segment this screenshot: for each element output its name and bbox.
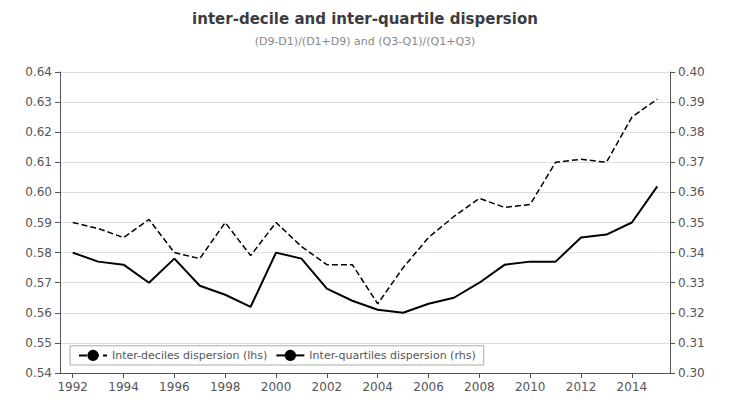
svg-text:0.55: 0.55 — [25, 336, 52, 350]
svg-text:0.33: 0.33 — [678, 276, 705, 290]
svg-text:1996: 1996 — [159, 380, 190, 394]
svg-text:0.31: 0.31 — [678, 336, 705, 350]
svg-text:0.34: 0.34 — [678, 246, 705, 260]
svg-text:0.60: 0.60 — [25, 185, 52, 199]
svg-text:0.62: 0.62 — [25, 125, 52, 139]
svg-text:inter-decile and inter-quartil: inter-decile and inter-quartile dispersi… — [192, 10, 538, 28]
svg-text:0.35: 0.35 — [678, 216, 705, 230]
svg-text:0.39: 0.39 — [678, 95, 705, 109]
svg-text:0.38: 0.38 — [678, 125, 705, 139]
svg-text:2004: 2004 — [362, 380, 393, 394]
svg-text:2014: 2014 — [617, 380, 648, 394]
svg-text:2006: 2006 — [413, 380, 444, 394]
svg-text:Inter-deciles dispersion (lhs): Inter-deciles dispersion (lhs) — [112, 349, 267, 362]
svg-text:0.36: 0.36 — [678, 185, 705, 199]
svg-text:1992: 1992 — [57, 380, 88, 394]
svg-text:0.58: 0.58 — [25, 246, 52, 260]
svg-text:0.61: 0.61 — [25, 155, 52, 169]
svg-text:2000: 2000 — [261, 380, 292, 394]
svg-text:1994: 1994 — [108, 380, 139, 394]
svg-text:0.32: 0.32 — [678, 306, 705, 320]
svg-text:0.63: 0.63 — [25, 95, 52, 109]
svg-text:Inter-quartiles dispersion (rh: Inter-quartiles dispersion (rhs) — [309, 349, 475, 362]
svg-text:0.30: 0.30 — [678, 366, 705, 380]
svg-text:1998: 1998 — [210, 380, 241, 394]
svg-text:0.37: 0.37 — [678, 155, 705, 169]
svg-text:2010: 2010 — [515, 380, 546, 394]
svg-text:0.56: 0.56 — [25, 306, 52, 320]
svg-text:0.40: 0.40 — [678, 65, 705, 79]
svg-text:0.59: 0.59 — [25, 216, 52, 230]
svg-text:2012: 2012 — [566, 380, 597, 394]
svg-text:0.57: 0.57 — [25, 276, 52, 290]
svg-text:0.64: 0.64 — [25, 65, 52, 79]
svg-text:0.54: 0.54 — [25, 366, 52, 380]
svg-text:2008: 2008 — [464, 380, 495, 394]
svg-text:2002: 2002 — [312, 380, 343, 394]
svg-text:(D9-D1)/(D1+D9) and (Q3-Q1)/(Q: (D9-D1)/(D1+D9) and (Q3-Q1)/(Q1+Q3) — [255, 35, 476, 48]
